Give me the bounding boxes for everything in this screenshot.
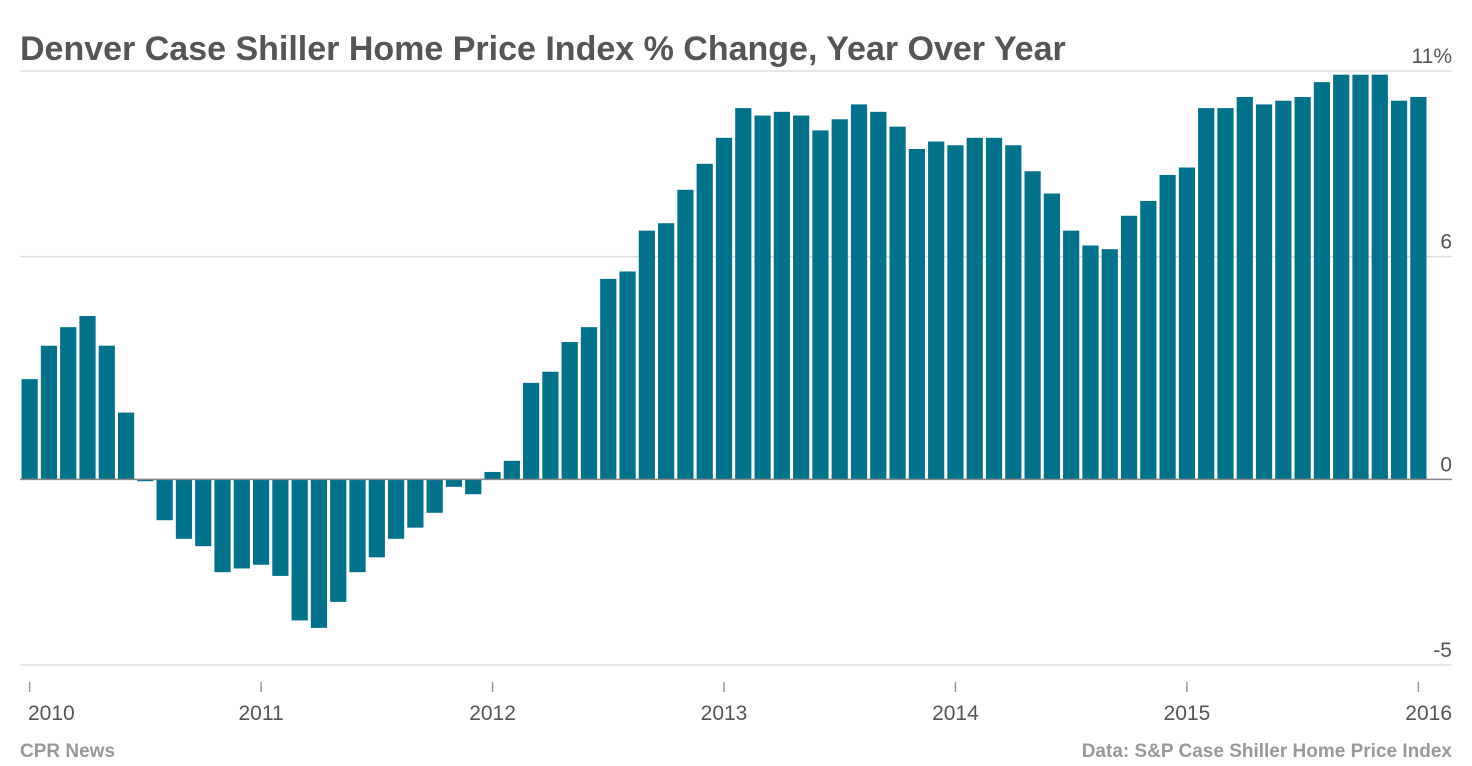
bar xyxy=(1140,200,1157,480)
bar xyxy=(715,137,733,480)
bar xyxy=(928,141,945,480)
bar xyxy=(1178,167,1196,480)
bar xyxy=(137,479,154,482)
bar xyxy=(291,479,308,621)
bar xyxy=(889,126,906,480)
bar xyxy=(735,108,752,480)
bar xyxy=(850,104,868,480)
bar xyxy=(1159,174,1176,480)
bar xyxy=(79,316,96,480)
x-tick-label: 2010 xyxy=(28,702,75,725)
bar xyxy=(1352,74,1369,480)
bar xyxy=(947,145,964,480)
bar xyxy=(1198,108,1215,480)
bar xyxy=(1236,96,1253,480)
bar xyxy=(195,479,212,547)
bar xyxy=(1313,82,1331,480)
bar xyxy=(773,111,790,480)
bar xyxy=(1371,74,1388,480)
bar xyxy=(214,479,231,573)
bar xyxy=(407,479,424,528)
bar xyxy=(523,382,540,480)
bar xyxy=(1063,230,1080,480)
bar xyxy=(98,345,115,480)
bar xyxy=(445,479,463,487)
bar xyxy=(638,230,655,480)
bar xyxy=(812,130,829,480)
chart-title: Denver Case Shiller Home Price Index % C… xyxy=(20,30,1066,68)
bar xyxy=(754,115,771,480)
bar xyxy=(175,479,193,539)
bar xyxy=(426,479,443,513)
bar xyxy=(21,379,38,480)
bar xyxy=(966,137,983,480)
bar xyxy=(793,115,810,480)
bar xyxy=(1043,193,1060,480)
bar xyxy=(1217,108,1234,480)
y-tick-label: -5 xyxy=(1433,639,1452,662)
y-tick-label: 6 xyxy=(1440,231,1452,254)
bar xyxy=(1333,74,1350,480)
bar xyxy=(1005,145,1022,480)
x-tick-label: 2014 xyxy=(932,702,979,725)
bar xyxy=(542,371,559,480)
credit: CPR News xyxy=(20,741,115,762)
bar xyxy=(465,479,482,495)
bar xyxy=(677,189,694,480)
bar xyxy=(368,479,385,558)
bar xyxy=(1120,215,1138,480)
y-tick-label: 11% xyxy=(1412,45,1452,68)
bar xyxy=(1082,245,1099,480)
x-tick-label: 2013 xyxy=(701,702,748,725)
bar xyxy=(117,412,135,480)
bar xyxy=(233,479,250,569)
bar xyxy=(349,479,366,573)
bar xyxy=(484,471,501,480)
bar xyxy=(156,479,173,521)
bar xyxy=(619,271,636,480)
bar xyxy=(985,137,1003,480)
bar xyxy=(310,479,328,628)
x-tick-label: 2015 xyxy=(1164,702,1211,725)
bar xyxy=(908,148,925,480)
x-tick-label: 2016 xyxy=(1405,702,1452,725)
source: Data: S&P Case Shiller Home Price Index xyxy=(1082,741,1453,762)
bar xyxy=(580,327,598,480)
bar xyxy=(696,163,713,480)
bar xyxy=(561,342,578,480)
x-tick-label: 2011 xyxy=(239,702,284,725)
bar xyxy=(1294,96,1311,480)
bar xyxy=(330,479,347,602)
x-tick-label: 2012 xyxy=(469,702,516,725)
bar xyxy=(272,479,289,576)
bar xyxy=(1390,100,1408,480)
bar xyxy=(658,223,675,480)
bar xyxy=(1275,100,1292,480)
y-tick-label: 0 xyxy=(1440,453,1452,476)
bar xyxy=(870,111,887,480)
bar xyxy=(503,460,520,480)
bar xyxy=(1024,171,1041,480)
bar xyxy=(831,119,848,480)
bar xyxy=(600,278,617,480)
bar xyxy=(252,479,270,565)
bar xyxy=(1255,104,1273,480)
bar xyxy=(1101,249,1118,480)
bar xyxy=(388,479,405,539)
bar xyxy=(60,327,77,480)
bar xyxy=(40,345,58,480)
bar xyxy=(1410,96,1427,480)
